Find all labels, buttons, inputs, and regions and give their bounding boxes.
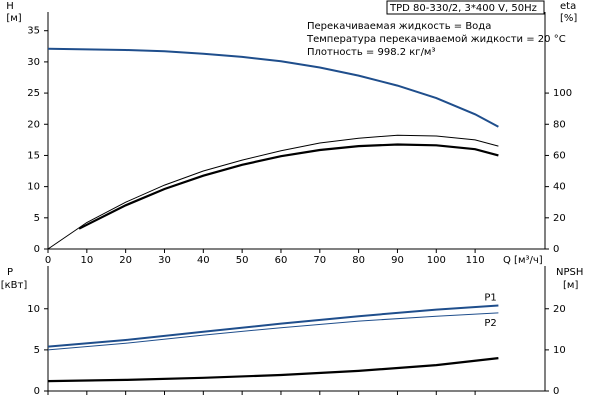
y2-tick-label: 0 <box>553 386 559 397</box>
y-axis-label: H <box>6 1 14 12</box>
chart-title: TPD 80-330/2, 3*400 V, 50Hz <box>389 3 537 14</box>
y-tick-label: 0 <box>34 386 40 397</box>
annotation: Плотность = 998.2 кг/м³ <box>307 47 436 58</box>
y-axis-unit: [кВт] <box>1 280 28 291</box>
series-line <box>47 47 499 128</box>
x-tick-label: 90 <box>391 255 404 266</box>
y-tick-label: 15 <box>27 150 40 161</box>
y2-tick-label: 100 <box>553 88 572 99</box>
x-tick-label: 20 <box>119 255 132 266</box>
y2-axis-unit: [%] <box>560 13 577 24</box>
title-box <box>386 0 545 15</box>
y2-tick-label: 20 <box>553 213 566 224</box>
y-tick-label: 20 <box>27 119 40 130</box>
x-tick-label: 80 <box>352 255 365 266</box>
x-tick-label: 50 <box>236 255 249 266</box>
x-tick-label: 40 <box>197 255 210 266</box>
y2-axis-unit: [м] <box>563 280 578 291</box>
y2-tick-label: 20 <box>553 304 566 315</box>
y-tick-label: 5 <box>34 213 40 224</box>
annotation: Перекачиваемая жидкость = Вода <box>307 21 491 32</box>
x-tick-label: 10 <box>80 255 93 266</box>
y-tick-label: 30 <box>27 57 40 68</box>
y2-tick-label: 0 <box>553 244 559 255</box>
y-tick-label: 0 <box>34 244 40 255</box>
y2-tick-label: 40 <box>553 182 566 193</box>
series-line <box>47 312 499 351</box>
x-tick-label: 110 <box>466 255 485 266</box>
series-line <box>47 134 499 250</box>
x-tick-label: 70 <box>313 255 326 266</box>
y2-axis-label: NPSH <box>556 267 583 278</box>
y-tick-label: 5 <box>34 345 40 356</box>
x-tick-label: 100 <box>427 255 446 266</box>
y-axis-unit: [м] <box>6 13 21 24</box>
x-tick-label: 0 <box>45 255 51 266</box>
series-line <box>47 357 499 383</box>
x-axis-label: Q [м³/ч] <box>503 255 543 266</box>
y-tick-label: 10 <box>27 182 40 193</box>
y-tick-label: 10 <box>27 304 40 315</box>
y2-tick-label: 60 <box>553 150 566 161</box>
series-label: P2 <box>484 318 496 329</box>
y2-tick-label: 80 <box>553 119 566 130</box>
series-label: P1 <box>484 292 496 303</box>
x-tick-label: 60 <box>275 255 288 266</box>
y-axis-label: P <box>7 267 13 278</box>
series-line <box>78 143 499 230</box>
y2-axis-label: eta <box>560 1 576 12</box>
y-tick-label: 25 <box>27 88 40 99</box>
series-line <box>47 304 499 348</box>
y-tick-label: 35 <box>27 26 40 37</box>
annotation: Температура перекачиваемой жидкости = 20… <box>306 34 566 45</box>
y2-tick-label: 10 <box>553 345 566 356</box>
x-tick-label: 30 <box>158 255 171 266</box>
